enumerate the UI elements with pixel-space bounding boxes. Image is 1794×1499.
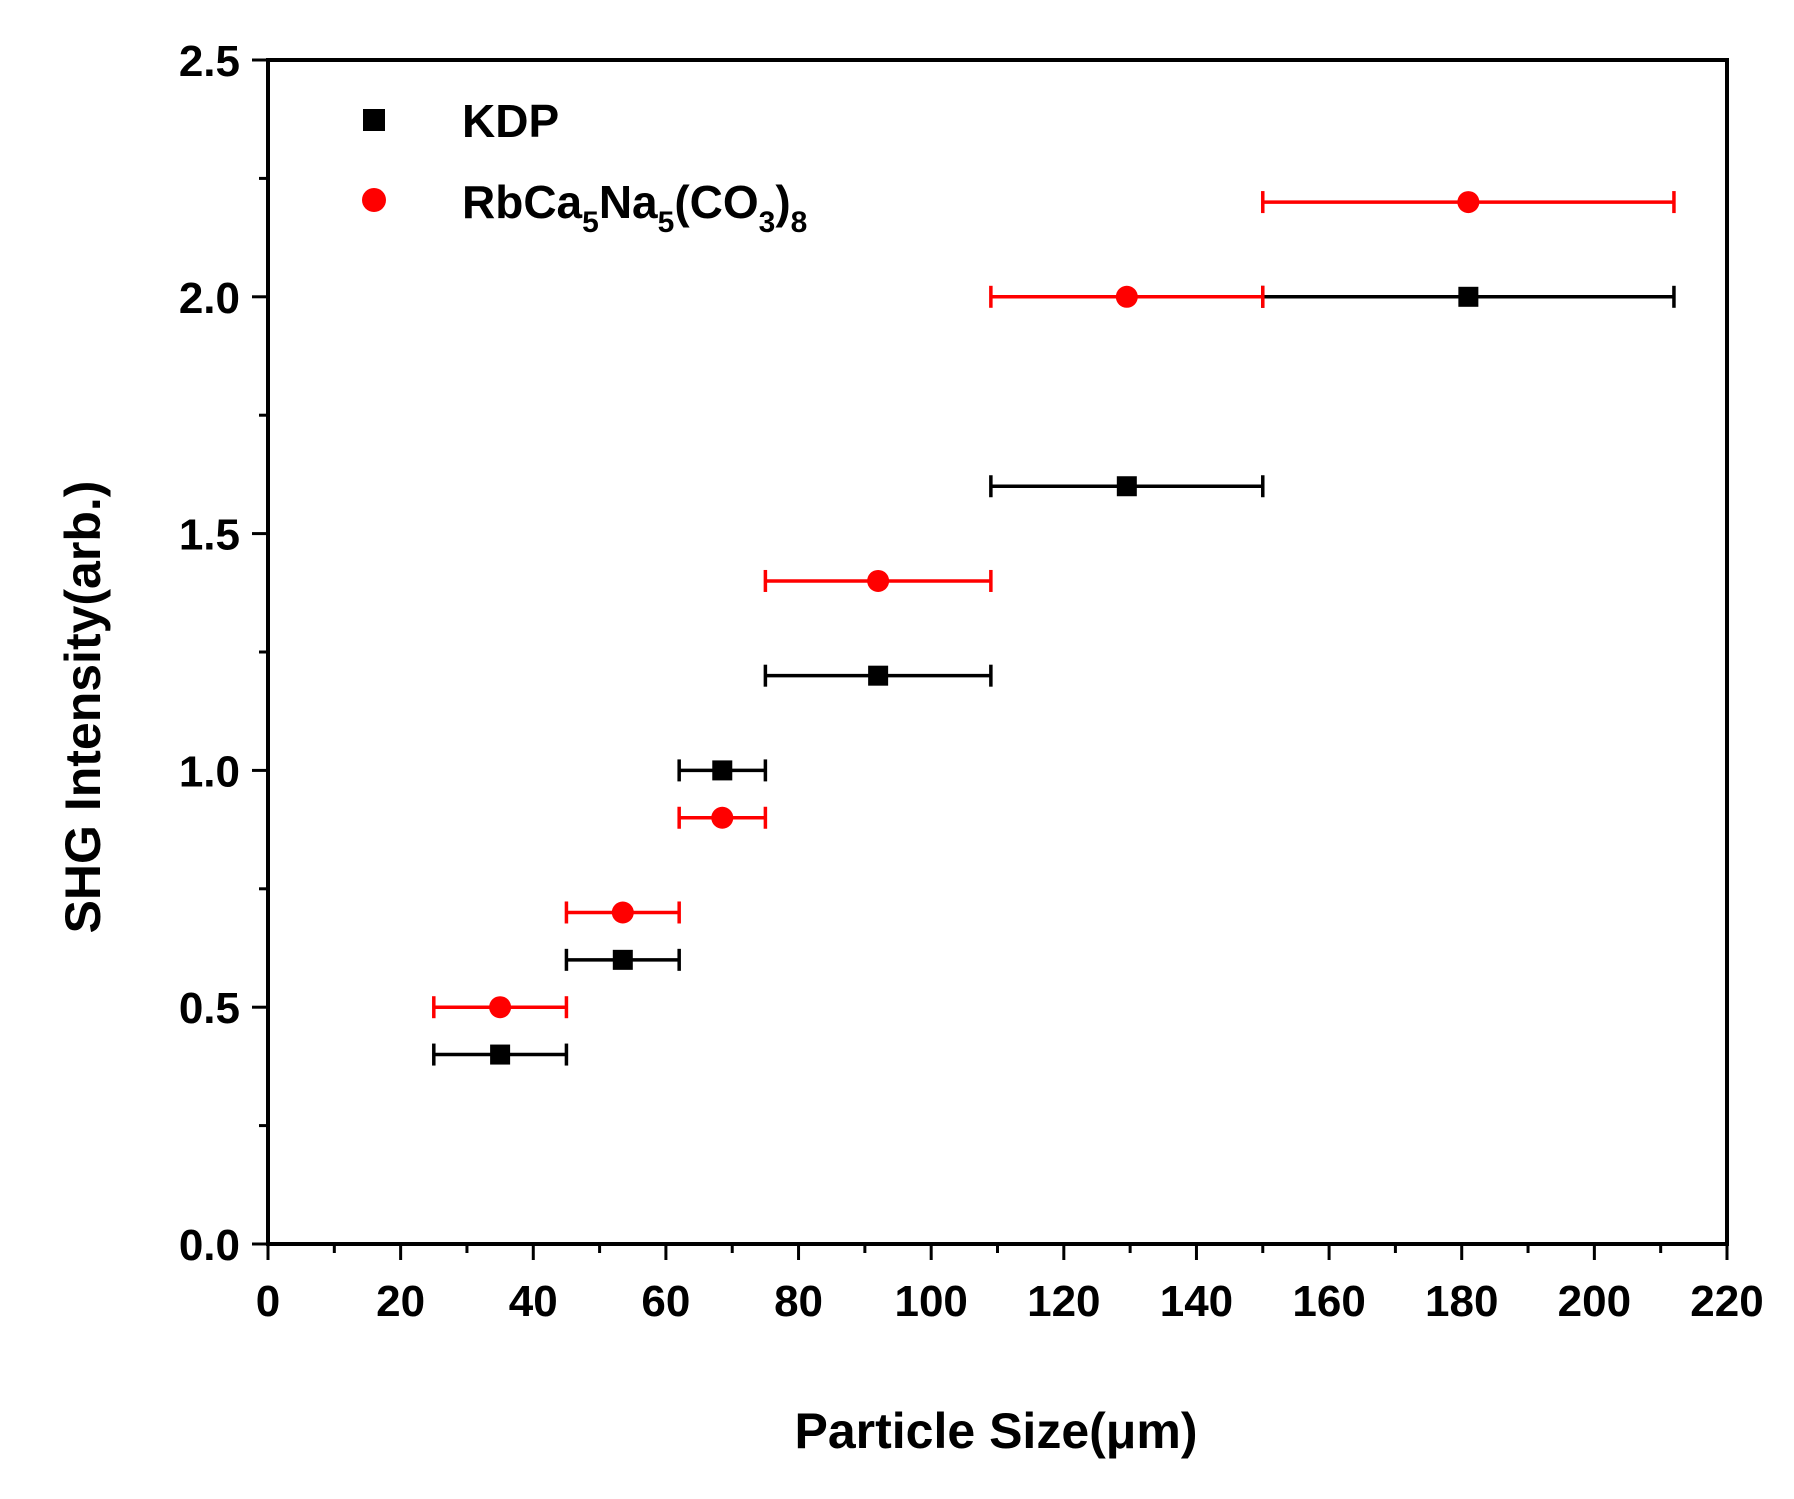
x-tick-label: 80 <box>774 1277 823 1326</box>
legend-kdp-label: KDP <box>462 95 559 147</box>
legend-rb-marker <box>362 188 386 212</box>
x-tick-label: 40 <box>509 1277 558 1326</box>
x-axis-title: Particle Size(μm) <box>795 1403 1198 1459</box>
x-tick-labels: 0 20 40 60 80 100 120 140 160 180 200 220 <box>256 1277 1764 1326</box>
kdp-data-point <box>712 760 733 781</box>
rbcana-data-point <box>1115 285 1138 308</box>
x-tick-label: 60 <box>641 1277 690 1326</box>
kdp-data-point <box>490 1044 511 1065</box>
y-tick-label: 0.0 <box>179 1221 240 1270</box>
y-tick-label: 1.5 <box>179 511 240 560</box>
legend-kdp-marker <box>363 109 385 131</box>
y-axis-title: SHG Intensity(arb.) <box>55 481 111 934</box>
rbcana-data-point <box>711 806 734 829</box>
legend-rb-label: RbCa5Na5(CO3)8 <box>462 176 807 239</box>
y-tick-label: 2.5 <box>179 37 240 86</box>
y-tick-label: 0.5 <box>179 984 240 1033</box>
y-tick-label: 2.0 <box>179 274 240 323</box>
x-tick-label: 120 <box>1027 1277 1100 1326</box>
rbcana-data-point <box>611 901 634 924</box>
data-markers <box>489 191 1480 1065</box>
error-bars <box>432 191 1676 1066</box>
rbcana-data-point <box>489 996 512 1019</box>
kdp-data-point <box>612 949 633 970</box>
kdp-data-point <box>1116 476 1137 497</box>
x-tick-label: 200 <box>1558 1277 1631 1326</box>
kdp-data-point <box>1458 286 1479 307</box>
plot-frame <box>266 58 1729 1246</box>
x-tick-label: 160 <box>1292 1277 1365 1326</box>
y-tick-labels: 0.0 0.5 1.0 1.5 2.0 2.5 <box>179 37 240 1270</box>
axis-ticks <box>252 58 1729 1260</box>
kdp-data-point <box>868 665 889 686</box>
y-tick-label: 1.0 <box>179 747 240 796</box>
x-tick-label: 100 <box>894 1277 967 1326</box>
x-tick-label: 140 <box>1160 1277 1233 1326</box>
legend: KDP RbCa5Na5(CO3)8 <box>362 95 807 239</box>
x-tick-label: 220 <box>1690 1277 1763 1326</box>
rbcana-data-point <box>867 569 890 592</box>
rbcana-data-point <box>1457 191 1480 214</box>
x-tick-label: 20 <box>376 1277 425 1326</box>
x-tick-label: 0 <box>256 1277 280 1326</box>
x-tick-label: 180 <box>1425 1277 1498 1326</box>
